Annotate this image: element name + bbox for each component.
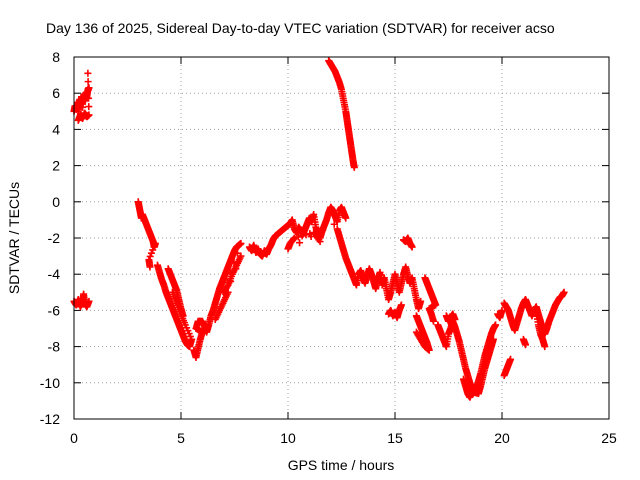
chart-title: Day 136 of 2025, Sidereal Day-to-day VTE… — [46, 20, 555, 36]
data-layer — [70, 57, 568, 401]
data-point — [342, 214, 350, 222]
data-point — [330, 220, 338, 228]
x-tick-label: 25 — [601, 430, 617, 446]
data-point — [290, 235, 298, 243]
data-point — [85, 111, 93, 119]
data-point — [146, 252, 154, 260]
data-point — [541, 343, 549, 351]
y-tick-label: -4 — [48, 266, 61, 282]
data-point — [85, 103, 93, 111]
data-point — [237, 239, 245, 247]
data-point — [560, 288, 568, 296]
x-tick-label: 10 — [280, 430, 296, 446]
y-tick-label: -12 — [40, 411, 60, 427]
data-point — [298, 232, 306, 240]
y-tick-label: 8 — [52, 49, 60, 65]
data-point — [179, 312, 187, 320]
x-tick-label: 0 — [70, 430, 78, 446]
data-point — [149, 246, 157, 254]
data-point — [451, 315, 459, 323]
data-point — [294, 233, 302, 241]
data-point — [83, 90, 91, 98]
data-point — [237, 252, 245, 260]
data-point — [492, 321, 500, 329]
y-axis-label: SDTVAR / TECUs — [6, 182, 22, 294]
x-tick-label: 20 — [494, 430, 510, 446]
data-point — [319, 226, 327, 234]
data-point — [84, 69, 92, 77]
data-point — [296, 239, 304, 247]
data-point — [350, 163, 358, 171]
data-point — [147, 249, 155, 257]
data-point — [397, 301, 405, 309]
data-point — [316, 238, 324, 246]
x-tick-label: 5 — [177, 430, 185, 446]
data-point — [522, 341, 530, 349]
data-point — [290, 234, 298, 242]
data-point — [507, 355, 515, 363]
y-tick-label: 0 — [52, 194, 60, 210]
y-tick-label: -6 — [48, 302, 61, 318]
plot-frame — [73, 56, 610, 420]
data-point — [227, 277, 235, 285]
y-tick-label: -8 — [48, 339, 61, 355]
data-point — [498, 306, 506, 314]
data-point — [85, 94, 93, 102]
data-point — [224, 288, 232, 296]
data-point — [223, 283, 231, 291]
data-point — [84, 86, 92, 94]
data-point — [302, 231, 310, 239]
x-tick-label: 15 — [387, 430, 403, 446]
data-point — [413, 330, 421, 338]
y-tick-label: -2 — [48, 230, 61, 246]
data-point — [84, 78, 92, 86]
data-point — [417, 297, 425, 305]
data-point — [489, 335, 497, 343]
data-point — [408, 243, 416, 251]
y-tick-label: -10 — [40, 375, 60, 391]
data-point — [79, 103, 87, 111]
data-point — [150, 243, 158, 251]
y-tick-label: 2 — [52, 158, 60, 174]
data-point — [81, 97, 89, 105]
data-point — [412, 328, 420, 336]
data-point — [151, 239, 159, 247]
x-axis-label: GPS time / hours — [288, 457, 395, 473]
data-point — [85, 297, 93, 305]
y-tick-label: 4 — [52, 121, 60, 137]
data-point — [430, 317, 438, 325]
data-point — [146, 263, 154, 271]
grid — [74, 57, 609, 419]
data-point — [232, 265, 240, 273]
y-tick-label: 6 — [52, 85, 60, 101]
